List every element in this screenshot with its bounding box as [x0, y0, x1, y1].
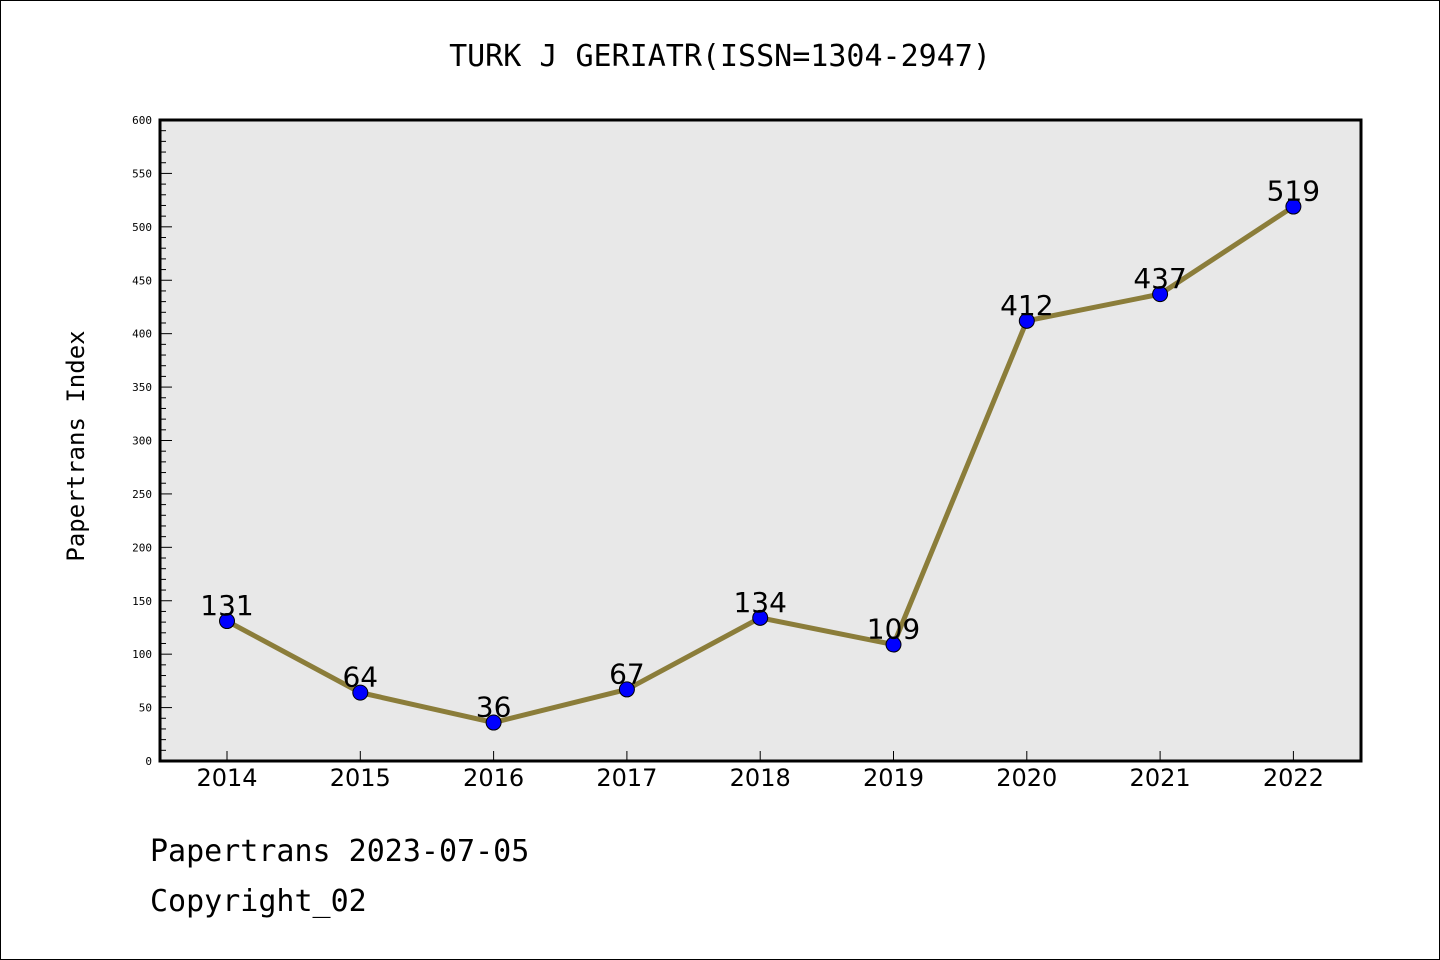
x-tick-label: 2021	[1130, 764, 1191, 792]
data-label: 67	[609, 657, 645, 690]
data-label: 131	[200, 589, 253, 622]
y-tick-label: 300	[132, 435, 152, 448]
x-tick-label: 2022	[1263, 764, 1324, 792]
data-label: 64	[342, 661, 378, 694]
x-ticks: 2014 2015 2016 2017 2018 2019 2020 2021 2022	[196, 751, 1324, 792]
footer-date-text: Papertrans 2023-07-05	[150, 834, 530, 869]
data-label: 437	[1133, 262, 1186, 295]
y-tick-label: 150	[132, 595, 152, 608]
x-tick-label: 2016	[463, 764, 524, 792]
y-tick-label: 200	[132, 541, 152, 554]
x-tick-label: 2019	[863, 764, 924, 792]
data-label: 109	[867, 613, 920, 646]
y-tick-label: 0	[145, 755, 152, 768]
data-label: 36	[476, 691, 512, 724]
data-point	[885, 636, 902, 653]
y-ticks: 0 50 100 150 200 250 300 350 400 450 500 550 600	[132, 114, 172, 768]
data-point	[219, 613, 235, 630]
y-tick-label: 500	[132, 221, 152, 234]
chart-title: TURK J GERIATR(ISSN=1304-2947)	[449, 39, 991, 74]
x-tick-label: 2018	[730, 764, 791, 792]
y-tick-label: 550	[132, 167, 152, 180]
data-point	[752, 609, 769, 626]
footer-copyright-text: Copyright_02	[150, 884, 367, 919]
x-tick-label: 2015	[330, 764, 391, 792]
data-point	[485, 714, 502, 731]
data-point	[1285, 198, 1302, 215]
y-minor-ticks	[160, 130, 166, 751]
y-tick-label: 50	[139, 702, 152, 715]
data-labels-group: 131 64 36 67 134 109 412 437 519	[200, 175, 1320, 724]
x-tick-label: 2014	[196, 764, 257, 792]
y-axis-label: Papertrans Index	[62, 330, 90, 561]
y-tick-label: 100	[132, 648, 152, 661]
data-label: 519	[1267, 175, 1320, 208]
data-label: 134	[733, 586, 786, 619]
y-tick-label: 250	[132, 488, 152, 501]
points-group	[219, 198, 1302, 731]
y-tick-label: 450	[132, 274, 152, 287]
x-tick-label: 2020	[996, 764, 1057, 792]
data-point	[1152, 286, 1169, 303]
y-tick-label: 400	[132, 328, 152, 341]
data-point	[352, 684, 369, 701]
data-point	[618, 681, 635, 698]
y-tick-label: 600	[132, 114, 152, 127]
x-tick-label: 2017	[596, 764, 657, 792]
data-label: 412	[1000, 289, 1053, 322]
plot-area	[158, 118, 1363, 763]
y-tick-label: 350	[132, 381, 152, 394]
data-point	[1018, 312, 1035, 329]
